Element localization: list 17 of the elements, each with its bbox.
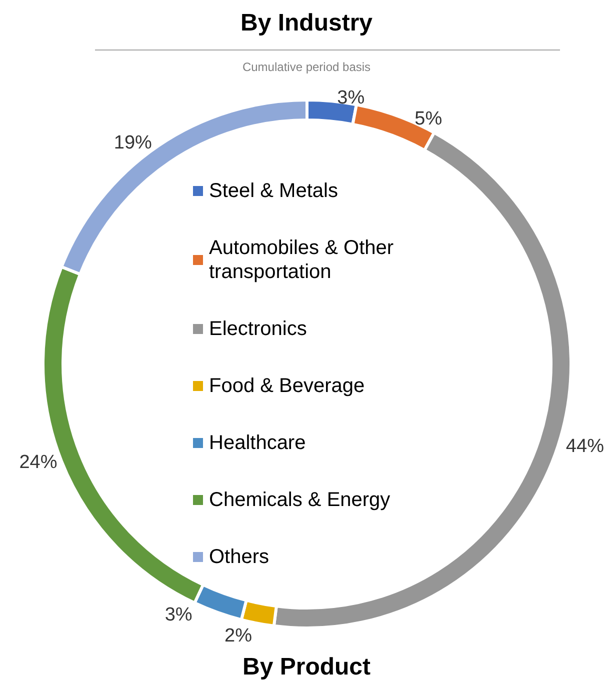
- legend-label: Steel & Metals: [209, 180, 338, 202]
- legend-label: Chemicals & Energy: [209, 489, 390, 511]
- legend-label: Electronics: [209, 318, 307, 340]
- data-label: 3%: [164, 604, 192, 626]
- text: By Product: [242, 654, 371, 680]
- legend-label: Healthcare: [209, 432, 306, 454]
- data-label: 44%: [566, 436, 604, 458]
- chart-subtitle: Cumulative period basis: [242, 60, 371, 74]
- data-label: 5%: [414, 108, 442, 130]
- legend-label: Food & Beverage: [209, 375, 365, 397]
- data-label: 3%: [337, 88, 365, 109]
- legend-label: Automobiles & Other transportation: [209, 237, 400, 283]
- data-label: 2%: [224, 626, 252, 647]
- data-label: 24%: [19, 452, 58, 473]
- chart-title: By Industry: [240, 10, 374, 36]
- data-label: 19%: [114, 132, 152, 154]
- legend-label: Others: [209, 546, 270, 568]
